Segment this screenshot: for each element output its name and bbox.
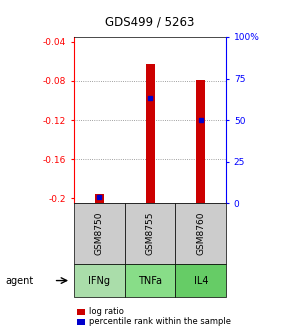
Text: GSM8755: GSM8755 — [146, 212, 155, 255]
Text: IFNg: IFNg — [88, 276, 110, 286]
Text: IL4: IL4 — [194, 276, 208, 286]
Text: GSM8750: GSM8750 — [95, 212, 104, 255]
Bar — [95, 195, 104, 203]
Text: log ratio: log ratio — [89, 307, 124, 316]
Text: GSM8760: GSM8760 — [196, 212, 205, 255]
Text: agent: agent — [6, 276, 34, 286]
Text: GDS499 / 5263: GDS499 / 5263 — [105, 15, 195, 28]
Text: TNFa: TNFa — [138, 276, 162, 286]
Text: percentile rank within the sample: percentile rank within the sample — [89, 318, 231, 326]
Bar — [196, 80, 205, 203]
Bar — [146, 65, 155, 203]
